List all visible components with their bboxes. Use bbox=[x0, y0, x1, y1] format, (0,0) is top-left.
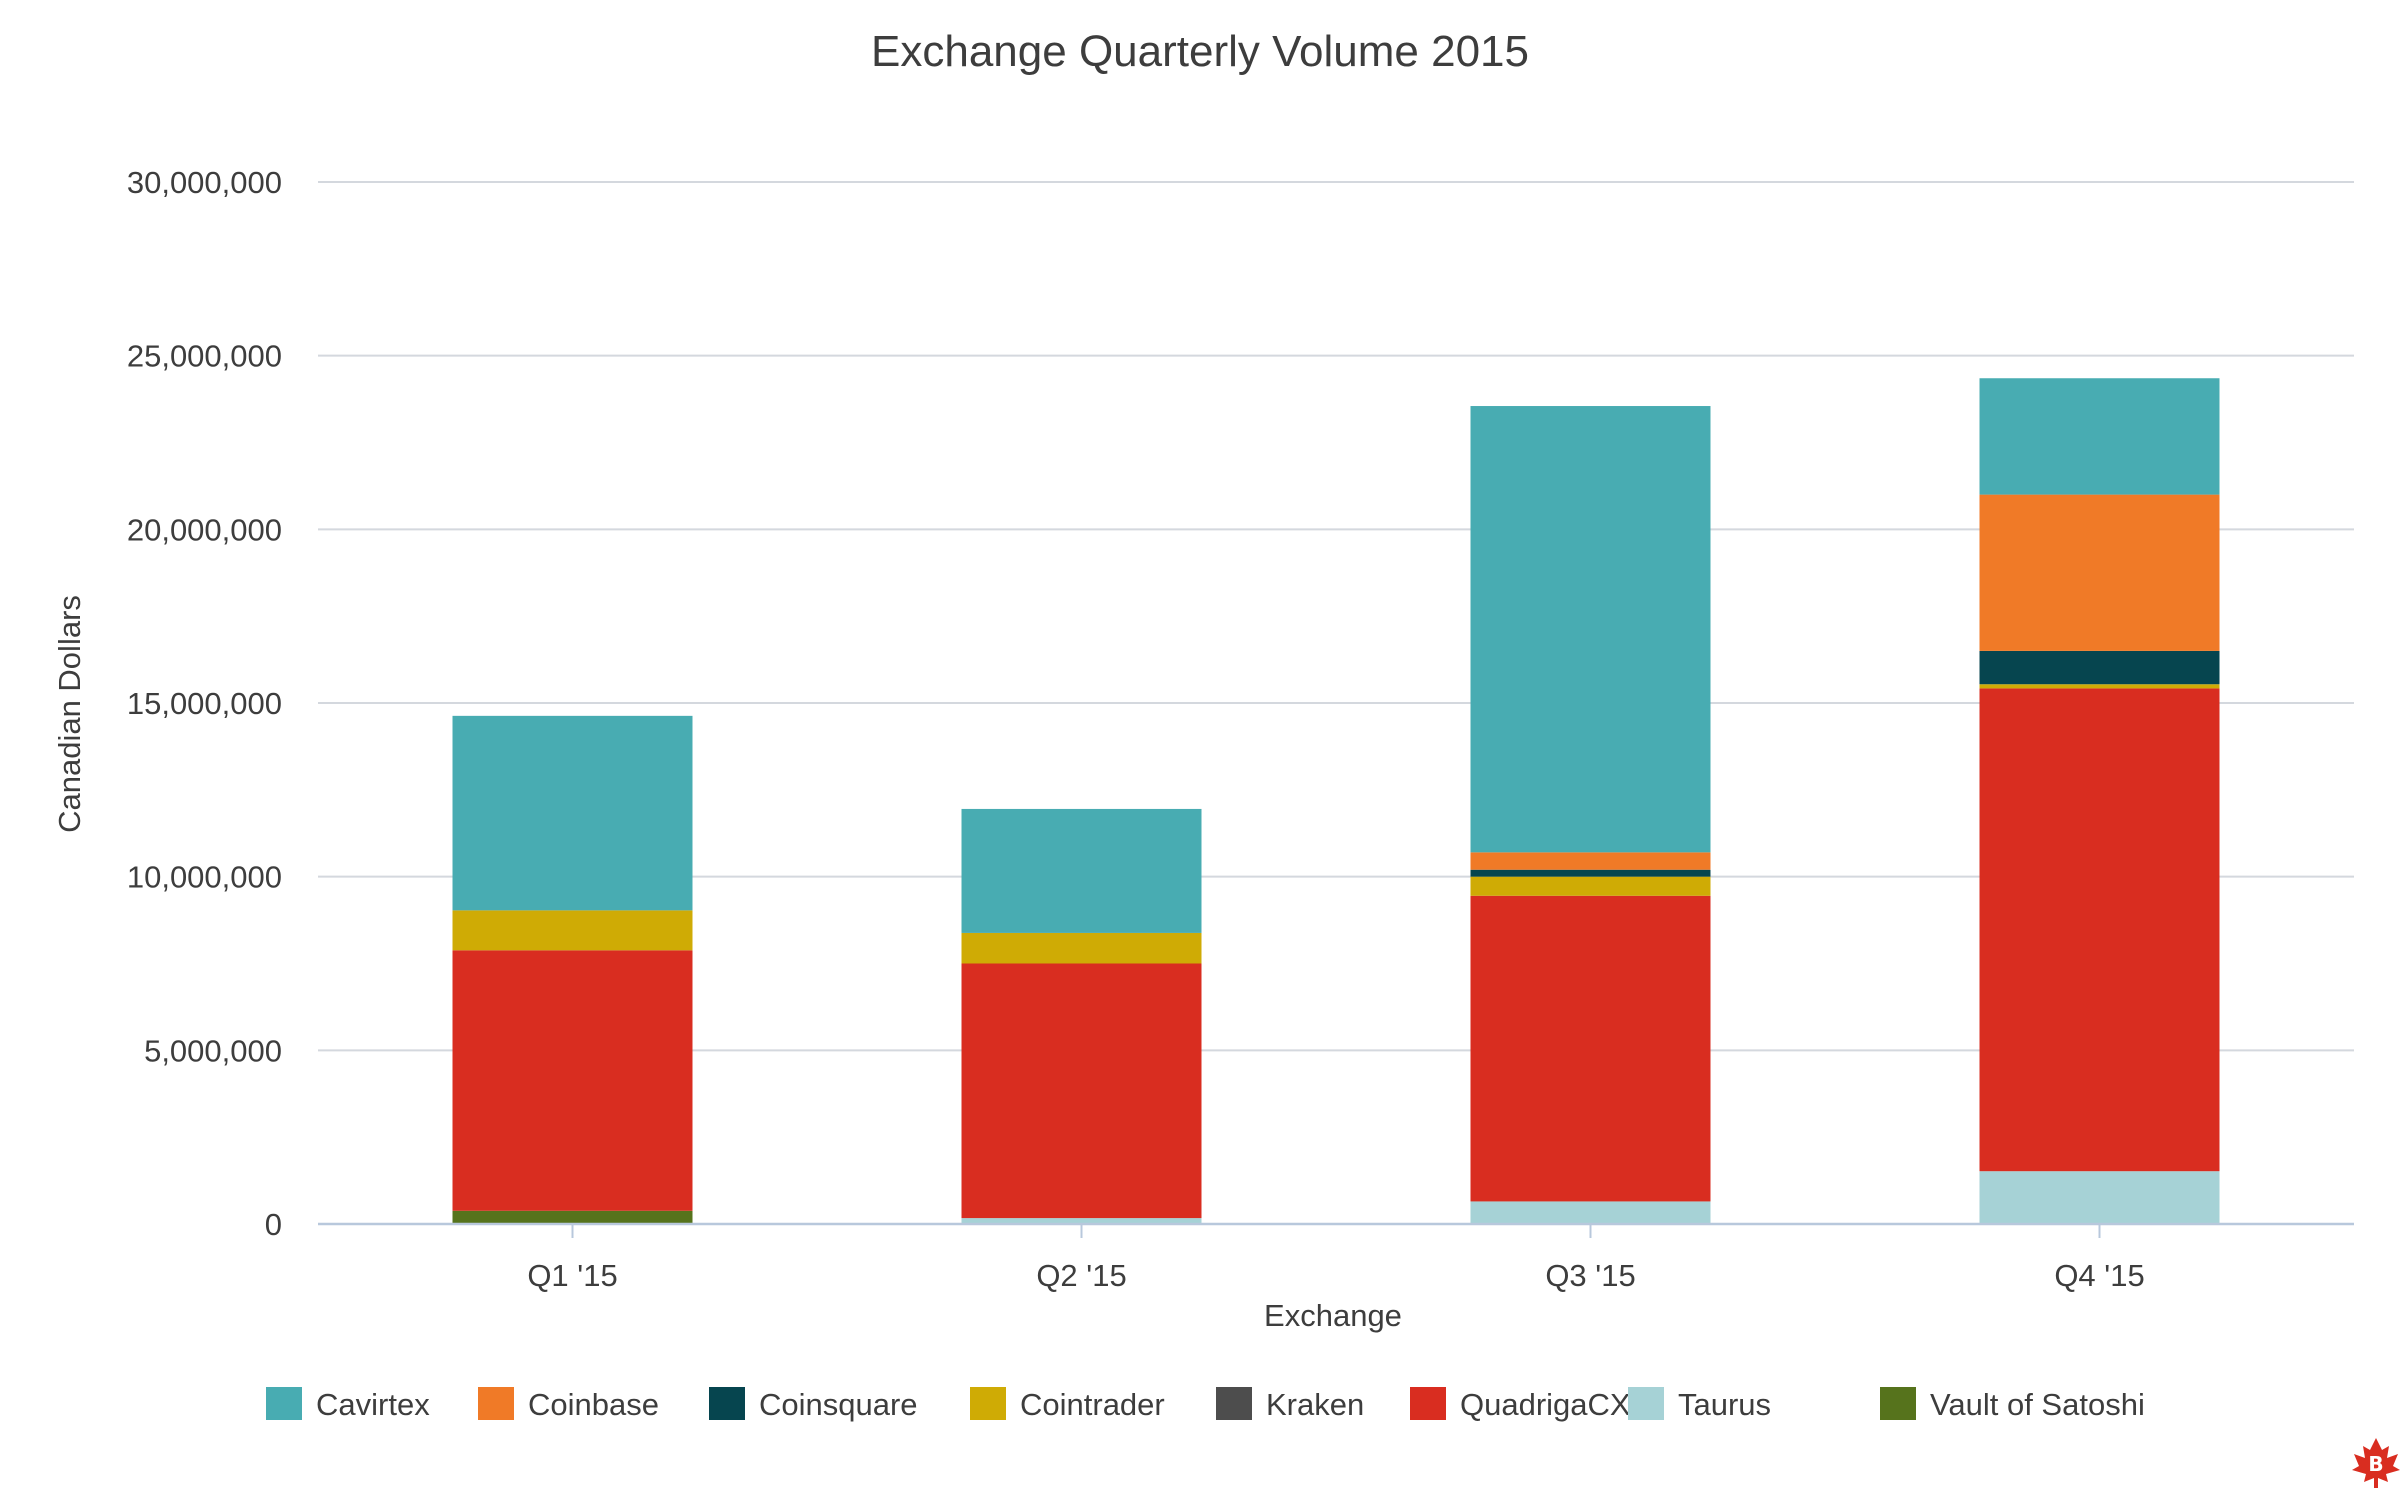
legend-label: Cointrader bbox=[1020, 1387, 1165, 1422]
y-tick-label: 5,000,000 bbox=[144, 1033, 282, 1068]
maple-leaf-icon bbox=[2352, 1438, 2400, 1488]
bar-segment bbox=[1470, 1201, 1711, 1224]
y-axis-ticks: 0 5,000,000 10,000,000 15,000,000 20,000,000… bbox=[127, 165, 282, 1242]
chart-title: Exchange Quarterly Volume 2015 bbox=[871, 27, 1529, 76]
legend-item[interactable]: Taurus bbox=[1628, 1387, 1771, 1422]
y-tick-label: 0 bbox=[265, 1207, 282, 1242]
legend-label: Coinbase bbox=[528, 1387, 659, 1422]
bar-segment bbox=[452, 950, 693, 1211]
bar-segment bbox=[1979, 650, 2220, 685]
bar-segment bbox=[1979, 494, 2220, 651]
bar-segment bbox=[1979, 684, 2220, 689]
x-tick-label: Q3 '15 bbox=[1545, 1258, 1635, 1293]
y-tick-label: 15,000,000 bbox=[127, 686, 282, 721]
legend-item[interactable]: Cointrader bbox=[970, 1387, 1165, 1422]
bar-segment bbox=[1470, 876, 1711, 896]
x-tick-label: Q2 '15 bbox=[1036, 1258, 1126, 1293]
legend-swatch bbox=[709, 1387, 745, 1420]
x-tick-label: Q1 '15 bbox=[527, 1258, 617, 1293]
bar-segment bbox=[452, 1210, 693, 1224]
bar-segment bbox=[1470, 895, 1711, 1202]
legend-label: QuadrigaCX bbox=[1460, 1387, 1631, 1422]
legend-swatch bbox=[1628, 1387, 1664, 1420]
legend-swatch bbox=[1216, 1387, 1252, 1420]
bar-segment bbox=[1470, 406, 1711, 853]
x-axis-ticks: Q1 '15 Q2 '15 Q3 '15 Q4 '15 bbox=[527, 1224, 2145, 1293]
legend-swatch bbox=[1410, 1387, 1446, 1420]
legend-item[interactable]: QuadrigaCX bbox=[1410, 1387, 1631, 1422]
y-axis-title: Canadian Dollars bbox=[52, 595, 87, 833]
legend-label: Cavirtex bbox=[316, 1387, 430, 1422]
y-tick-label: 30,000,000 bbox=[127, 165, 282, 200]
legend-label: Vault of Satoshi bbox=[1930, 1387, 2145, 1422]
y-tick-label: 20,000,000 bbox=[127, 512, 282, 547]
bar-segment bbox=[961, 808, 1202, 933]
bitcoin-icon: B bbox=[2368, 1452, 2383, 1476]
legend-item[interactable]: Cavirtex bbox=[266, 1387, 430, 1422]
bar-segment bbox=[452, 910, 693, 951]
legend-item[interactable]: Vault of Satoshi bbox=[1880, 1387, 2145, 1422]
y-tick-label: 25,000,000 bbox=[127, 339, 282, 374]
legend-item[interactable]: Coinsquare bbox=[709, 1387, 918, 1422]
bars bbox=[452, 378, 2220, 1224]
legend-label: Kraken bbox=[1266, 1387, 1364, 1422]
x-axis-title: Exchange bbox=[1264, 1298, 1402, 1333]
maple-leaf-bitcoin-logo: B bbox=[2352, 1438, 2400, 1488]
x-tick-label: Q4 '15 bbox=[2054, 1258, 2144, 1293]
legend-item[interactable]: Kraken bbox=[1216, 1387, 1364, 1422]
bar-segment bbox=[1470, 869, 1711, 877]
legend-swatch bbox=[1880, 1387, 1916, 1420]
legend-label: Coinsquare bbox=[759, 1387, 918, 1422]
legend-swatch bbox=[478, 1387, 514, 1420]
legend: Cavirtex Coinbase Coinsquare Cointrader Krak… bbox=[266, 1387, 2145, 1422]
bar-segment bbox=[961, 1218, 1202, 1224]
bar-segment bbox=[961, 932, 1202, 964]
bar-segment bbox=[452, 715, 693, 911]
bar-segment bbox=[1979, 378, 2220, 495]
y-tick-label: 10,000,000 bbox=[127, 860, 282, 895]
bar-segment bbox=[961, 963, 1202, 1219]
bar-segment bbox=[1979, 1171, 2220, 1224]
legend-swatch bbox=[970, 1387, 1006, 1420]
legend-label: Taurus bbox=[1678, 1387, 1771, 1422]
bar-segment bbox=[1470, 852, 1711, 870]
bar-segment bbox=[1979, 688, 2220, 1172]
legend-swatch bbox=[266, 1387, 302, 1420]
legend-item[interactable]: Coinbase bbox=[478, 1387, 659, 1422]
